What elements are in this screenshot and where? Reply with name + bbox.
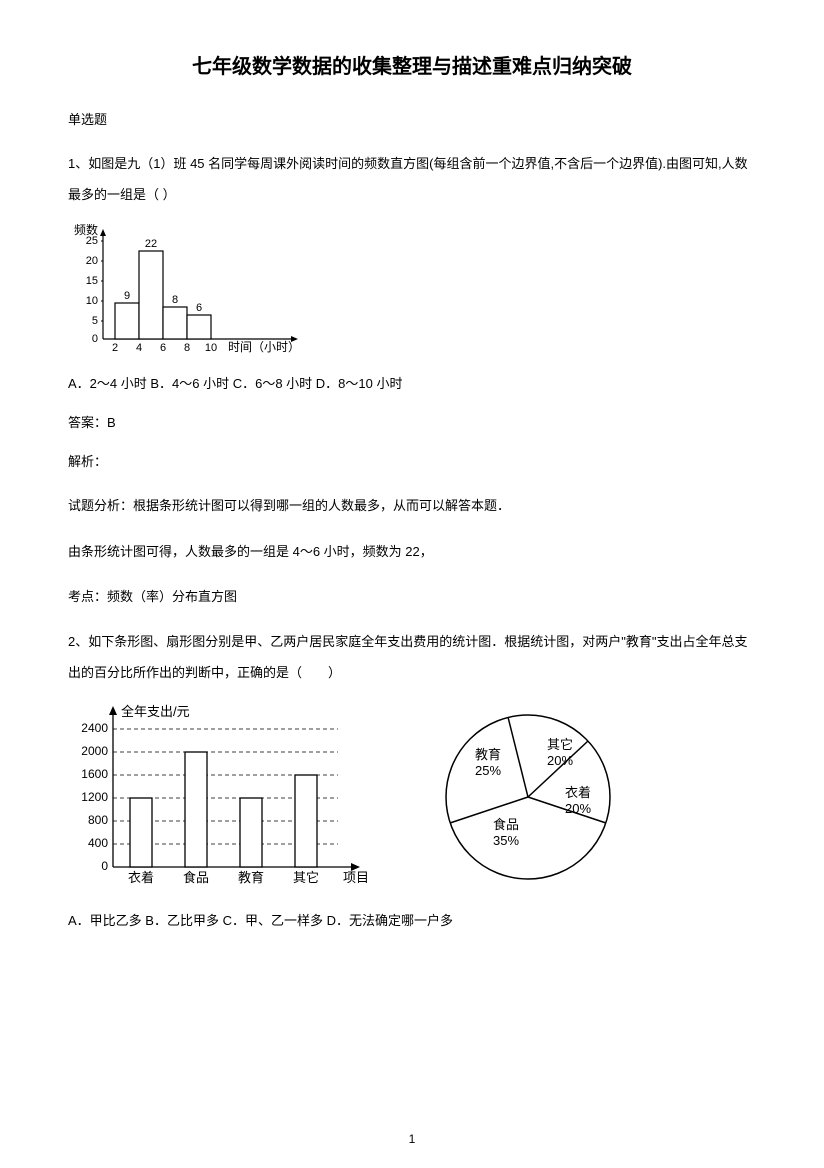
bar-chart: 全年支出/元 0 400 800 1200 1600 2000 2400 衣着 …	[68, 702, 368, 892]
svg-text:0: 0	[92, 333, 98, 345]
svg-text:衣着: 衣着	[565, 785, 591, 800]
svg-text:时间（小时）: 时间（小时）	[228, 340, 300, 354]
q2-options: A．甲比乙多 B．乙比甲多 C．甲、乙一样多 D．无法确定哪一户多	[68, 910, 756, 929]
q1-explain2: 由条形统计图可得，人数最多的一组是 4～6 小时，频数为 22，	[68, 536, 756, 567]
svg-text:教育: 教育	[238, 870, 264, 885]
page-title: 七年级数学数据的收集整理与描述重难点归纳突破	[68, 50, 756, 79]
q1-explain-label: 解析：	[68, 451, 756, 470]
svg-text:6: 6	[196, 302, 202, 314]
svg-text:15: 15	[86, 275, 98, 287]
svg-text:全年支出/元: 全年支出/元	[121, 704, 190, 719]
svg-text:衣着: 衣着	[128, 870, 154, 885]
svg-text:25%: 25%	[475, 763, 501, 778]
svg-text:项目: 项目	[343, 870, 368, 885]
svg-text:22: 22	[145, 238, 157, 250]
svg-text:0: 0	[101, 859, 108, 873]
svg-text:食品: 食品	[183, 870, 209, 885]
section-label: 单选题	[68, 109, 756, 128]
svg-text:20%: 20%	[547, 753, 573, 768]
svg-text:20: 20	[86, 255, 98, 267]
svg-text:1200: 1200	[81, 790, 108, 804]
svg-text:食品: 食品	[493, 817, 519, 832]
svg-text:8: 8	[184, 342, 190, 354]
svg-text:35%: 35%	[493, 833, 519, 848]
histogram-chart: 0 5 10 15 20 25 9 22 8 6 2 4 6 8 10 频数 时…	[68, 224, 328, 359]
q1-options: A．2～4 小时 B．4～6 小时 C．6～8 小时 D．8～10 小时	[68, 373, 756, 392]
svg-text:其它: 其它	[547, 737, 573, 752]
svg-text:4: 4	[136, 342, 142, 354]
svg-text:20%: 20%	[565, 801, 591, 816]
svg-text:2400: 2400	[81, 721, 108, 735]
svg-text:其它: 其它	[293, 870, 319, 885]
svg-text:8: 8	[172, 294, 178, 306]
svg-text:2000: 2000	[81, 744, 108, 758]
q1-text: 1、如图是九（1）班 45 名同学每周课外阅读时间的频数直方图(每组含前一个边界…	[68, 148, 756, 210]
svg-text:6: 6	[160, 342, 166, 354]
q2-text: 2、如下条形图、扇形图分别是甲、乙两户居民家庭全年支出费用的统计图．根据统计图，…	[68, 626, 756, 688]
svg-text:1600: 1600	[81, 767, 108, 781]
svg-text:800: 800	[88, 813, 108, 827]
pie-chart: 教育 25% 其它 20% 衣着 20% 食品 35%	[408, 702, 648, 892]
q1-explain1: 试题分析：根据条形统计图可以得到哪一组的人数最多，从而可以解答本题．	[68, 490, 756, 521]
svg-text:400: 400	[88, 836, 108, 850]
svg-text:5: 5	[92, 315, 98, 327]
svg-text:10: 10	[86, 295, 98, 307]
q1-answer: 答案：B	[68, 412, 756, 431]
svg-text:频数: 频数	[74, 224, 98, 237]
svg-text:教育: 教育	[475, 747, 501, 762]
svg-text:2: 2	[112, 342, 118, 354]
svg-text:10: 10	[205, 342, 217, 354]
page-number: 1	[0, 1132, 824, 1146]
svg-text:9: 9	[124, 290, 130, 302]
q1-kaodian: 考点：频数（率）分布直方图	[68, 581, 756, 612]
